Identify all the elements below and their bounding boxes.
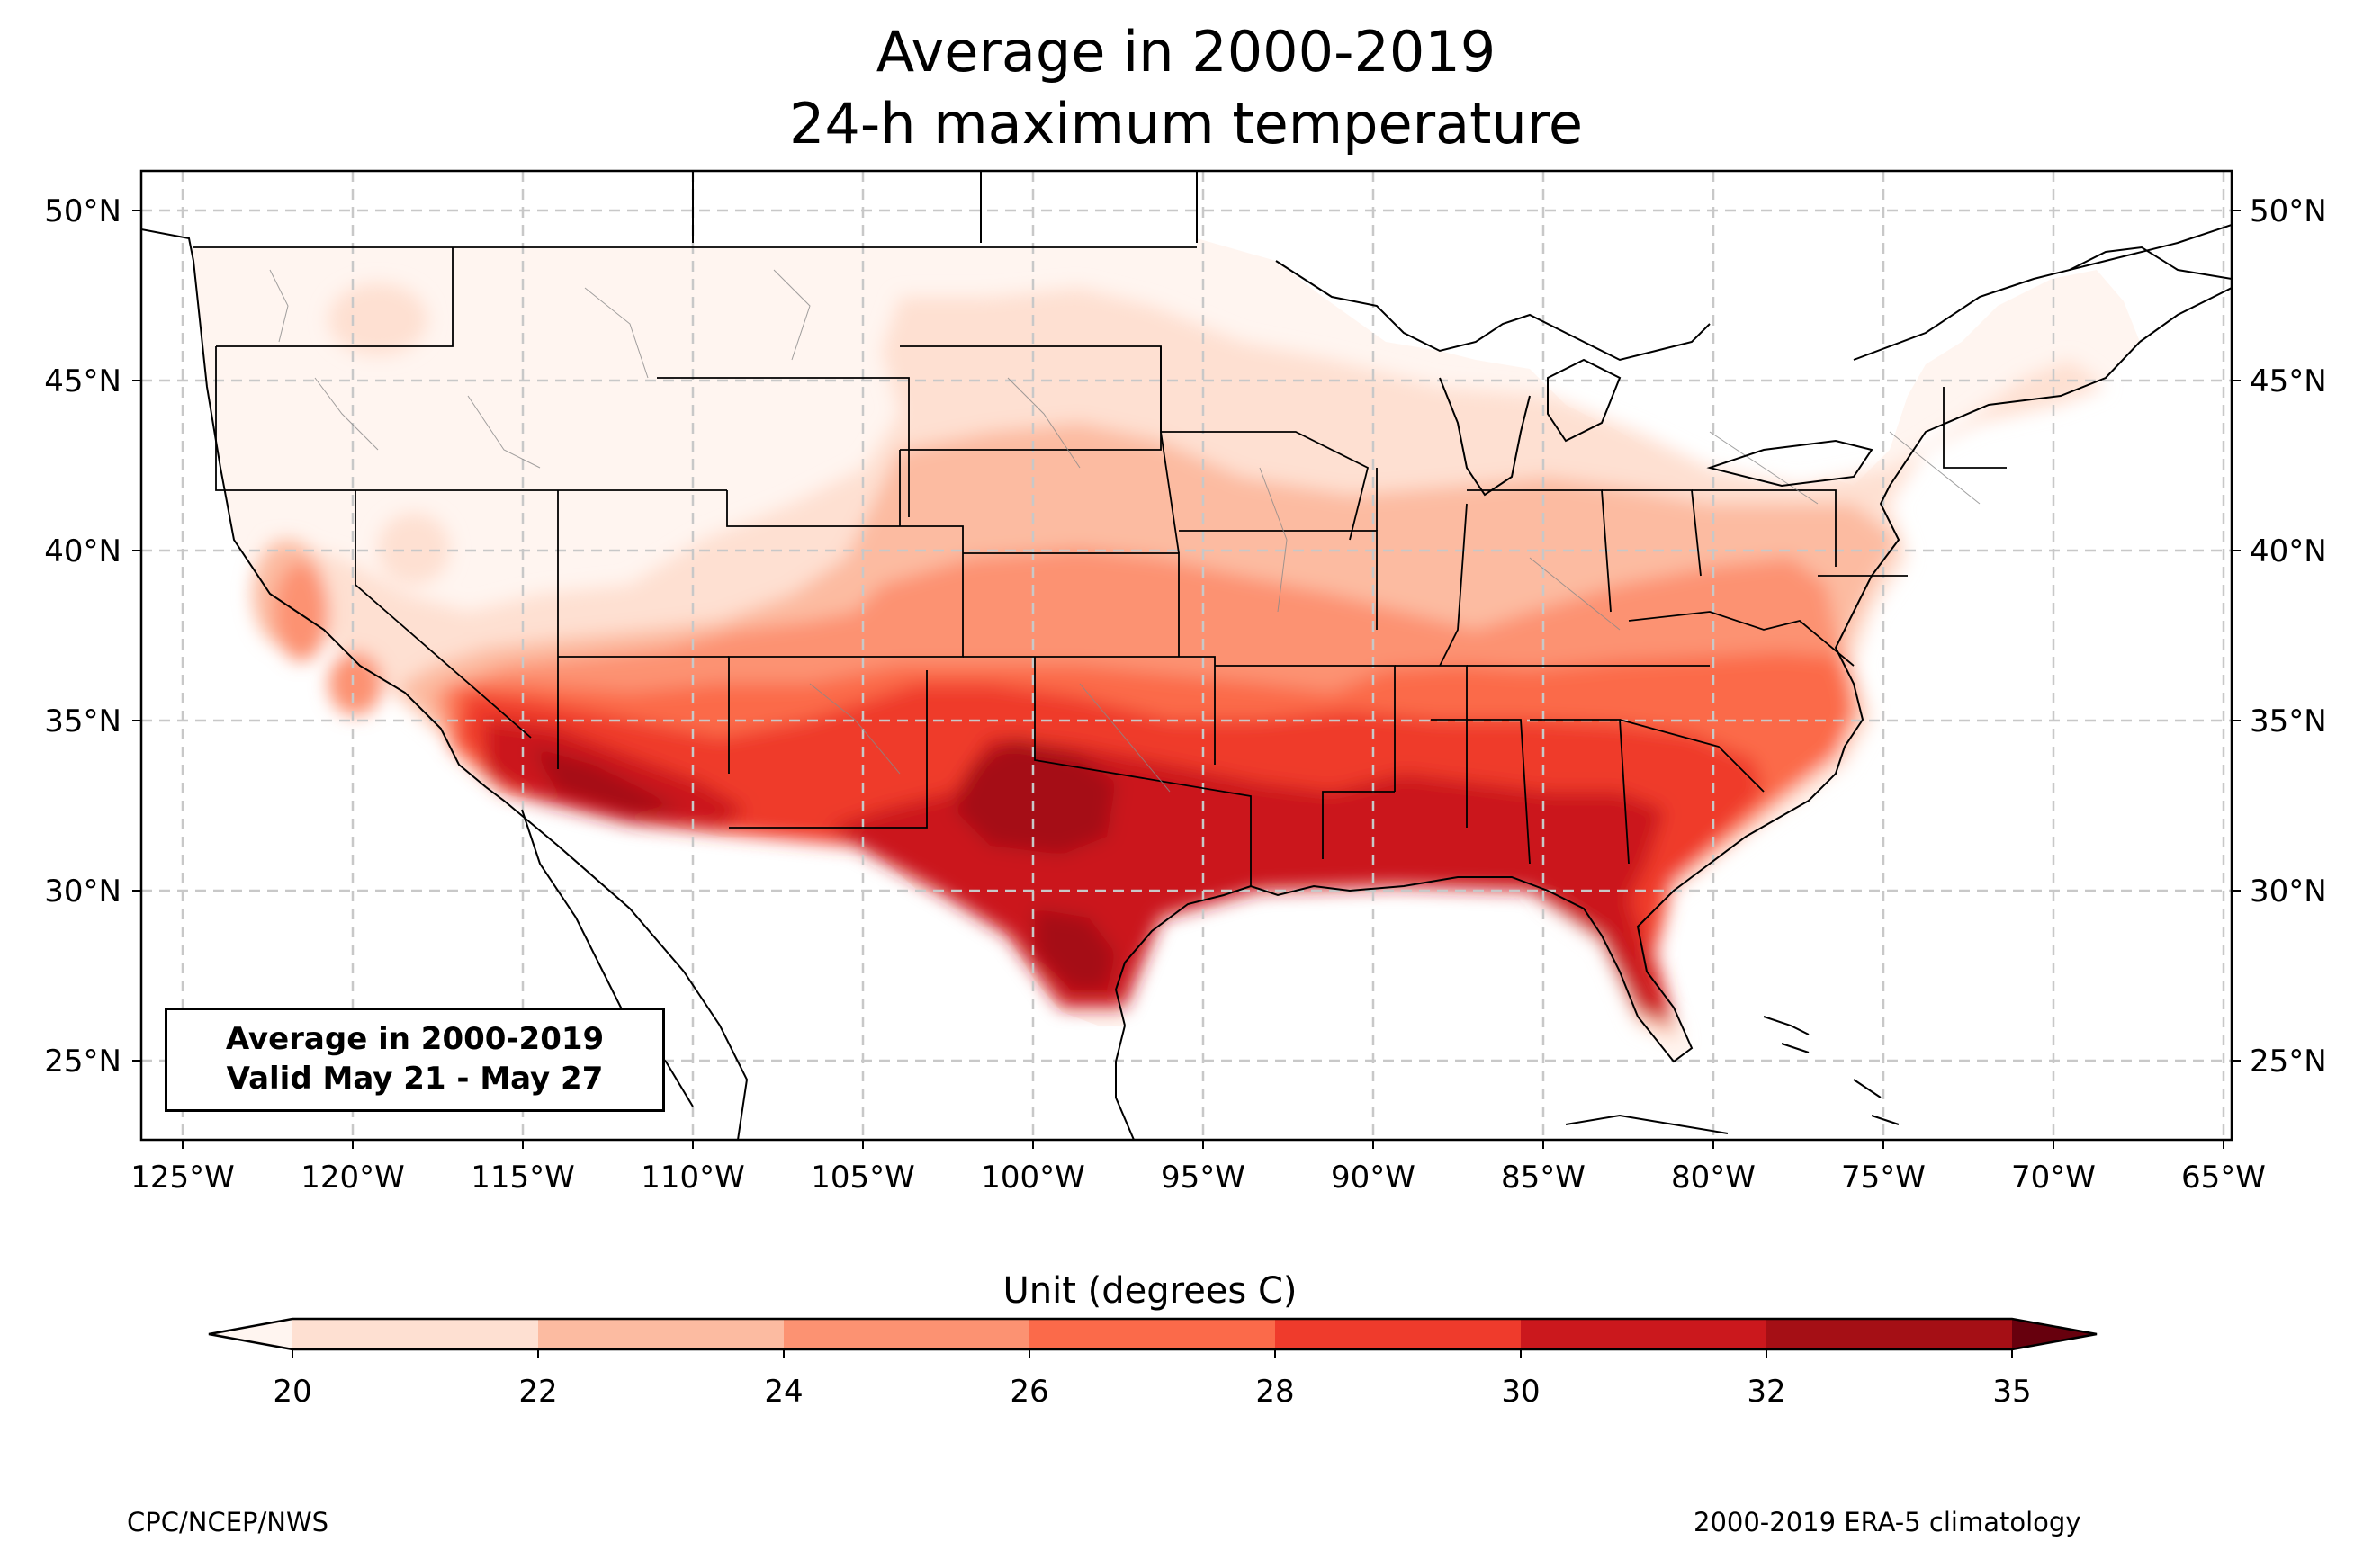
colorbar-tick: 24 xyxy=(764,1374,803,1410)
lon-tick-label: 95°W xyxy=(1161,1160,1245,1196)
lon-tick-label: 85°W xyxy=(1501,1160,1586,1196)
lat-tick-labels-left: 50°N 45°N 40°N 35°N 30°N 25°N xyxy=(44,193,121,1080)
lon-tick-label: 65°W xyxy=(2181,1160,2266,1196)
colorbar-bin xyxy=(1521,1319,1766,1349)
lat-tick-label-left: 25°N xyxy=(44,1044,121,1080)
lon-tick-label: 80°W xyxy=(1671,1160,1756,1196)
county-lines xyxy=(269,269,1981,793)
title-line-1: Average in 2000-2019 xyxy=(876,19,1496,85)
lat-tick-label-right: 50°N xyxy=(2250,193,2327,229)
lat-tick-label-right: 40°N xyxy=(2250,533,2327,569)
lon-tick-label: 110°W xyxy=(641,1160,745,1196)
lon-tick-label: 125°W xyxy=(130,1160,235,1196)
colorbar-tick: 20 xyxy=(273,1374,311,1410)
lat-tick-label-left: 40°N xyxy=(44,533,121,569)
colorbar-max-extend xyxy=(2012,1319,2097,1349)
info-box-line-2: Valid May 21 - May 27 xyxy=(226,1061,604,1097)
lat-tick-label-left: 30°N xyxy=(44,874,121,909)
lon-tick-label: 115°W xyxy=(471,1160,575,1196)
colorbar-bin xyxy=(1275,1319,1521,1349)
lon-tick-label: 100°W xyxy=(981,1160,1085,1196)
colorbar-tick: 30 xyxy=(1501,1374,1540,1410)
lat-tick-label-right: 35°N xyxy=(2250,703,2327,739)
info-box-line-1: Average in 2000-2019 xyxy=(225,1021,605,1057)
map-area xyxy=(141,171,2232,1140)
colorbar-bin xyxy=(784,1319,1029,1349)
lat-tick-label-right: 45°N xyxy=(2250,363,2327,399)
footer-right: 2000-2019 ERA-5 climatology xyxy=(1694,1507,2081,1537)
lon-tick-label: 120°W xyxy=(301,1160,405,1196)
coastlines xyxy=(141,171,2232,1140)
lon-tick-label: 70°W xyxy=(2011,1160,2096,1196)
title-line-2: 24-h maximum temperature xyxy=(788,91,1584,157)
gridlines xyxy=(141,171,2232,1140)
lon-tick-labels: 125°W 120°W 115°W 110°W 105°W 100°W 95°W… xyxy=(130,1160,2266,1196)
lon-tick-label: 75°W xyxy=(1841,1160,1926,1196)
footer-left: CPC/NCEP/NWS xyxy=(127,1507,329,1537)
lat-tick-label-left: 45°N xyxy=(44,363,121,399)
colorbar-label: Unit (degrees C) xyxy=(1002,1270,1297,1312)
lat-tick-label-left: 50°N xyxy=(44,193,121,229)
state-borders xyxy=(193,246,2007,886)
colorbar-bin xyxy=(1029,1319,1275,1349)
lat-tick-label-right: 30°N xyxy=(2250,874,2327,909)
lat-tick-labels-right: 50°N 45°N 40°N 35°N 30°N 25°N xyxy=(2250,193,2327,1080)
colorbar-tick: 28 xyxy=(1255,1374,1294,1410)
lon-tick-label: 105°W xyxy=(811,1160,915,1196)
lat-tick-label-left: 35°N xyxy=(44,703,121,739)
colorbar-bin xyxy=(1766,1319,2012,1349)
colorbar-bin xyxy=(292,1319,538,1349)
colorbar-tick: 32 xyxy=(1747,1374,1785,1410)
lon-tick-label: 90°W xyxy=(1331,1160,1415,1196)
colorbar-tick: 26 xyxy=(1010,1374,1048,1410)
info-box: Average in 2000-2019 Valid May 21 - May … xyxy=(165,1008,665,1112)
map-frame xyxy=(139,169,2233,1142)
colorbar-tick: 22 xyxy=(518,1374,557,1410)
colorbar-tick: 35 xyxy=(1992,1374,2031,1410)
lat-tick-label-right: 25°N xyxy=(2250,1044,2327,1080)
tick-marks xyxy=(132,210,2241,1149)
temperature-shading xyxy=(193,238,2140,1062)
colorbar: Unit (degrees C) 20 22 24 26 28 30 32 35 xyxy=(208,1270,2098,1410)
colorbar-min-extend xyxy=(209,1319,292,1349)
colorbar-bin xyxy=(538,1319,784,1349)
